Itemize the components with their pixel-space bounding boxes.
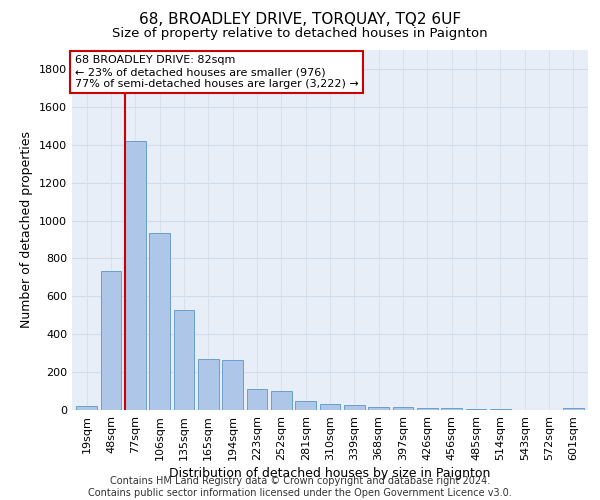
Bar [442,408,462,410]
Text: Size of property relative to detached houses in Paignton: Size of property relative to detached ho… [112,28,488,40]
X-axis label: Distribution of detached houses by size in Paignton: Distribution of detached houses by size … [169,467,491,480]
Bar [563,408,584,410]
Bar [490,409,511,410]
Bar [173,310,194,410]
Y-axis label: Number of detached properties: Number of detached properties [20,132,34,328]
Bar [417,408,438,410]
Bar [222,360,243,410]
Bar [149,233,170,410]
Bar [368,407,389,410]
Bar [295,400,316,410]
Bar [125,141,146,410]
Text: 68, BROADLEY DRIVE, TORQUAY, TQ2 6UF: 68, BROADLEY DRIVE, TORQUAY, TQ2 6UF [139,12,461,28]
Bar [101,270,121,410]
Bar [392,407,413,410]
Text: Contains HM Land Registry data © Crown copyright and database right 2024.
Contai: Contains HM Land Registry data © Crown c… [88,476,512,498]
Bar [320,404,340,410]
Bar [271,391,292,410]
Bar [198,359,218,410]
Text: 68 BROADLEY DRIVE: 82sqm
← 23% of detached houses are smaller (976)
77% of semi-: 68 BROADLEY DRIVE: 82sqm ← 23% of detach… [74,56,358,88]
Bar [247,389,268,410]
Bar [76,406,97,410]
Bar [344,406,365,410]
